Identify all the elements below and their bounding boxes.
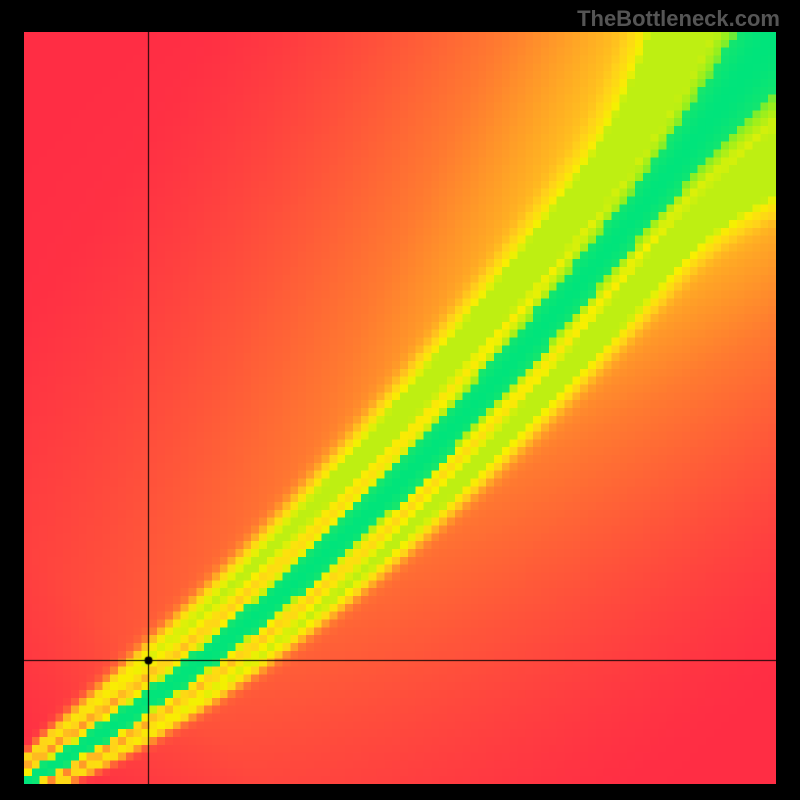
crosshair-overlay <box>24 32 776 784</box>
chart-container: TheBottleneck.com <box>0 0 800 800</box>
watermark-text: TheBottleneck.com <box>577 6 780 32</box>
